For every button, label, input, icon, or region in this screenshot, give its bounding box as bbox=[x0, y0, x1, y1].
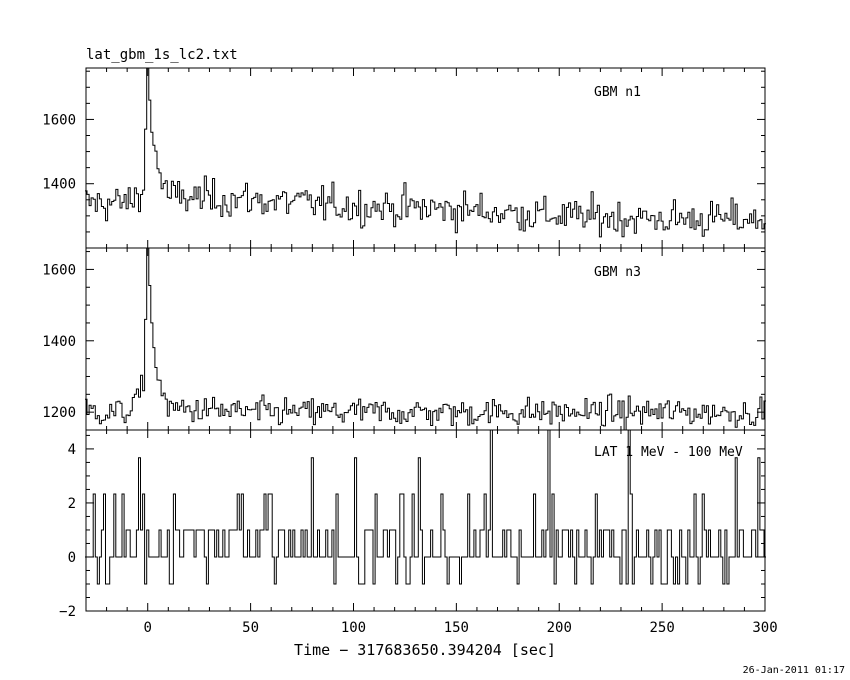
y-tick-label: 1200 bbox=[42, 405, 76, 421]
x-tick-label: 150 bbox=[444, 620, 469, 636]
panel-label-lat: LAT 1 MeV - 100 MeV bbox=[594, 445, 743, 460]
y-tick-label: 1400 bbox=[42, 334, 76, 350]
y-tick-label: 1600 bbox=[42, 112, 76, 128]
y-tick-label: 1400 bbox=[42, 177, 76, 193]
x-tick-label: 50 bbox=[242, 620, 259, 636]
y-tick-label: −2 bbox=[59, 604, 76, 620]
x-axis-label: Time − 317683650.394204 [sec] bbox=[294, 641, 556, 659]
panel-frame bbox=[85, 429, 766, 612]
x-tick-label: 100 bbox=[341, 620, 366, 636]
timestamp-label: 26-Jan-2011 01:17 bbox=[743, 665, 845, 676]
x-tick-label: 250 bbox=[649, 620, 674, 636]
y-tick-label: 0 bbox=[68, 550, 76, 566]
x-tick-label: 300 bbox=[752, 620, 777, 636]
panel-label-gbm-n1: GBM n1 bbox=[594, 85, 641, 100]
panel-gbm-n3: GBM n3 1200 1400 1600 bbox=[42, 247, 766, 431]
x-tick-label: 0 bbox=[144, 620, 152, 636]
series-line-gbm-n3 bbox=[85, 247, 766, 431]
panel-frame bbox=[85, 247, 766, 431]
panel-gbm-n1: GBM n1 1400 1600 bbox=[42, 67, 766, 249]
y-tick-label: 4 bbox=[68, 442, 76, 458]
series-line-gbm-n1 bbox=[85, 67, 766, 238]
y-tick-label: 2 bbox=[68, 496, 76, 512]
y-tick-label: 1600 bbox=[42, 262, 76, 278]
x-tick-label: 200 bbox=[547, 620, 572, 636]
figure-title: lat_gbm_1s_lc2.txt bbox=[86, 47, 238, 63]
panel-label-gbm-n3: GBM n3 bbox=[594, 265, 641, 280]
panel-lat: LAT 1 MeV - 100 MeV −2 0 2 4 bbox=[59, 429, 766, 620]
series-line-lat-1-mev---100-mev bbox=[85, 429, 766, 585]
